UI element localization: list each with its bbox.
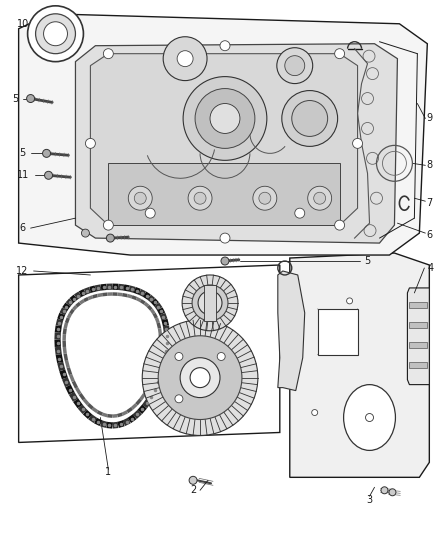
Ellipse shape <box>343 385 396 450</box>
Circle shape <box>158 336 242 419</box>
Circle shape <box>180 358 220 398</box>
Circle shape <box>346 298 353 304</box>
Text: 7: 7 <box>426 198 432 208</box>
Circle shape <box>43 22 67 46</box>
Text: 4: 4 <box>427 263 434 273</box>
Circle shape <box>27 94 35 102</box>
Circle shape <box>295 208 305 218</box>
Bar <box>204 285 216 321</box>
Circle shape <box>389 489 396 496</box>
Text: 12: 12 <box>17 266 29 276</box>
Bar <box>410 322 427 328</box>
Bar <box>410 342 427 348</box>
Circle shape <box>195 88 255 148</box>
Text: 5: 5 <box>20 148 26 158</box>
Polygon shape <box>70 300 155 408</box>
Circle shape <box>353 139 363 148</box>
Bar <box>318 309 357 355</box>
Circle shape <box>128 186 152 210</box>
Circle shape <box>314 192 326 204</box>
Polygon shape <box>407 288 429 385</box>
Circle shape <box>182 275 238 331</box>
Circle shape <box>312 409 318 416</box>
Polygon shape <box>108 163 339 225</box>
Circle shape <box>163 37 207 80</box>
Text: 5: 5 <box>13 93 19 103</box>
Circle shape <box>220 233 230 243</box>
Circle shape <box>210 103 240 133</box>
Circle shape <box>103 220 113 230</box>
Circle shape <box>259 192 271 204</box>
Bar <box>410 362 427 368</box>
Circle shape <box>134 192 146 204</box>
Circle shape <box>106 234 114 242</box>
Circle shape <box>221 257 229 265</box>
Circle shape <box>192 285 228 321</box>
Text: 3: 3 <box>367 495 373 505</box>
Circle shape <box>220 41 230 51</box>
Circle shape <box>292 101 328 136</box>
Circle shape <box>81 229 89 237</box>
Circle shape <box>35 14 75 54</box>
Text: 2: 2 <box>190 485 196 495</box>
Text: 6: 6 <box>426 230 432 240</box>
Circle shape <box>177 51 193 67</box>
Circle shape <box>198 291 222 315</box>
Circle shape <box>45 171 53 179</box>
Text: 5: 5 <box>364 256 371 266</box>
Text: 8: 8 <box>426 160 432 171</box>
Text: 6: 6 <box>20 223 26 233</box>
Circle shape <box>175 352 183 360</box>
Polygon shape <box>290 253 429 478</box>
Circle shape <box>188 186 212 210</box>
Polygon shape <box>19 265 280 442</box>
Circle shape <box>145 208 155 218</box>
Circle shape <box>285 55 305 76</box>
Polygon shape <box>19 14 427 255</box>
Circle shape <box>85 139 95 148</box>
Text: 9: 9 <box>426 114 432 124</box>
Circle shape <box>42 149 50 157</box>
Circle shape <box>366 414 374 422</box>
Circle shape <box>28 6 83 62</box>
Circle shape <box>183 77 267 160</box>
Circle shape <box>190 368 210 387</box>
Text: 1: 1 <box>105 467 111 478</box>
Circle shape <box>381 487 388 494</box>
Circle shape <box>103 49 113 59</box>
Text: 10: 10 <box>17 19 29 29</box>
Circle shape <box>308 186 332 210</box>
Circle shape <box>335 49 345 59</box>
Circle shape <box>253 186 277 210</box>
Circle shape <box>217 352 225 360</box>
Polygon shape <box>278 271 305 391</box>
Circle shape <box>277 47 313 84</box>
Polygon shape <box>90 54 357 225</box>
Bar <box>410 302 427 308</box>
Circle shape <box>175 395 183 403</box>
Text: 11: 11 <box>17 170 29 180</box>
Polygon shape <box>75 44 397 243</box>
Circle shape <box>194 192 206 204</box>
Circle shape <box>189 477 197 484</box>
Circle shape <box>335 220 345 230</box>
Circle shape <box>282 91 338 147</box>
Circle shape <box>142 320 258 435</box>
